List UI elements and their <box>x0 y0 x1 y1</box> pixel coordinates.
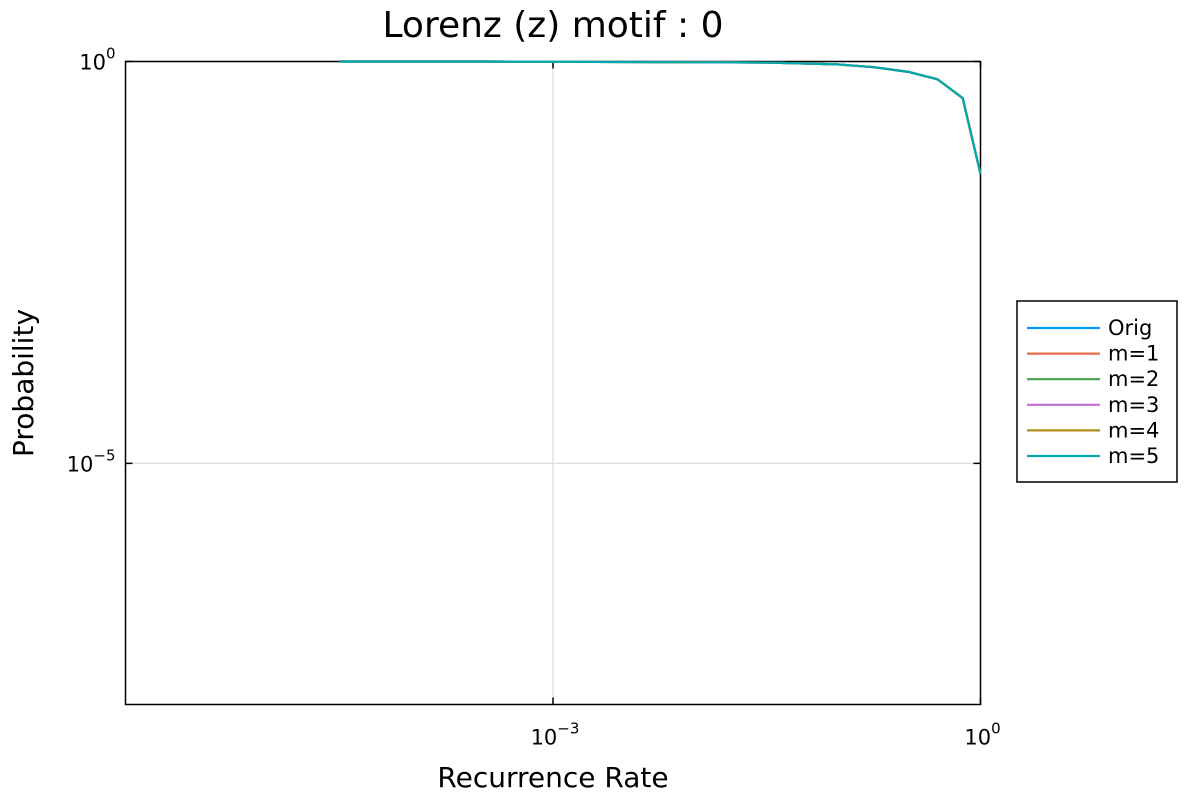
legend-label: m=1 <box>1108 342 1159 366</box>
legend-label: Orig <box>1108 316 1152 340</box>
series-line-Orig <box>339 60 982 175</box>
legend-label: m=2 <box>1108 367 1159 391</box>
legend-label: m=3 <box>1108 393 1159 417</box>
series-line-m=2 <box>339 60 982 175</box>
chart-title: Lorenz (z) motif : 0 <box>383 5 724 46</box>
y-axis-label: Probability <box>7 309 40 457</box>
series-line-m=1 <box>339 60 982 175</box>
x-axis-label: Recurrence Rate <box>437 761 668 794</box>
series-line-m=4 <box>339 60 982 175</box>
legend-label: m=4 <box>1108 418 1159 442</box>
x-tick-label: 100 <box>964 720 1000 750</box>
y-tick-label: 100 <box>79 45 115 75</box>
axis-ticks: 10−3 100 10−5 100 <box>67 45 1001 750</box>
series-lines <box>339 60 982 175</box>
x-tick-label: 10−3 <box>531 720 580 750</box>
y-tick-label: 10−5 <box>67 446 116 476</box>
legend-box <box>1016 300 1178 483</box>
legend-label: m=5 <box>1108 444 1159 468</box>
grid <box>125 60 982 705</box>
series-line-m=5 <box>339 60 982 175</box>
series-line-m=3 <box>339 60 982 175</box>
